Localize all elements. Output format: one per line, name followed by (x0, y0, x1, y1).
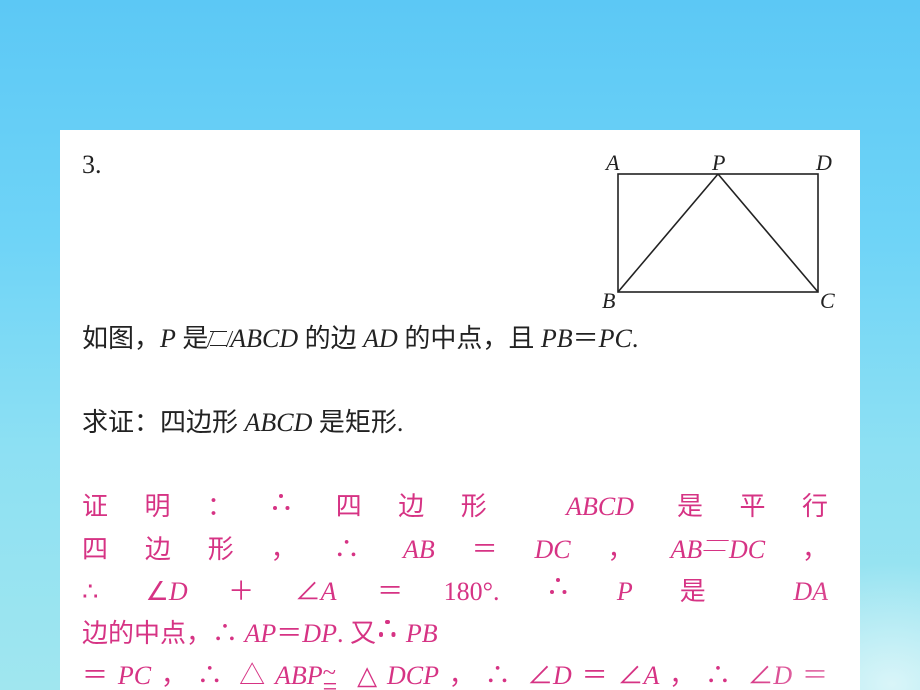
geometry-diagram: A P D B C (598, 152, 838, 312)
problem-line-2: 求证：四边形 ABCD 是矩形. (82, 360, 838, 444)
svg-text:B: B (602, 288, 615, 312)
svg-text:P: P (711, 152, 725, 175)
svg-text:C: C (820, 288, 835, 312)
proof-line-3: ∴ ∠D＋∠A＝180°. P 是 DA (82, 571, 828, 613)
proof-line-4: 边的中点，∴ AP＝DP. 又 PB (82, 613, 828, 655)
proof-line-1: 证明： 四边形 ABCD 是平行 (82, 486, 828, 528)
proof-line-2: 四边形，∴ AB＝DC，ABDC， (82, 529, 828, 571)
content-card: APDBC 3. 如图，P 是ABCD 的边 AD 的中点，且 PB＝PC. 求… (60, 130, 860, 690)
proof-line-5: ＝PC，∴ △ABP△DCP，∴ ∠D＝∠A，∴ ∠D＝ (82, 655, 828, 690)
slide-background: APDBC 3. 如图，P 是ABCD 的边 AD 的中点，且 PB＝PC. 求… (0, 0, 920, 690)
svg-text:D: D (815, 152, 832, 175)
svg-text:A: A (604, 152, 620, 175)
problem-number: 3. (82, 144, 110, 186)
proof-body: 证明： 四边形 ABCD 是平行 四边形，∴ AB＝DC，ABDC， ∴ ∠D＋… (82, 444, 838, 690)
